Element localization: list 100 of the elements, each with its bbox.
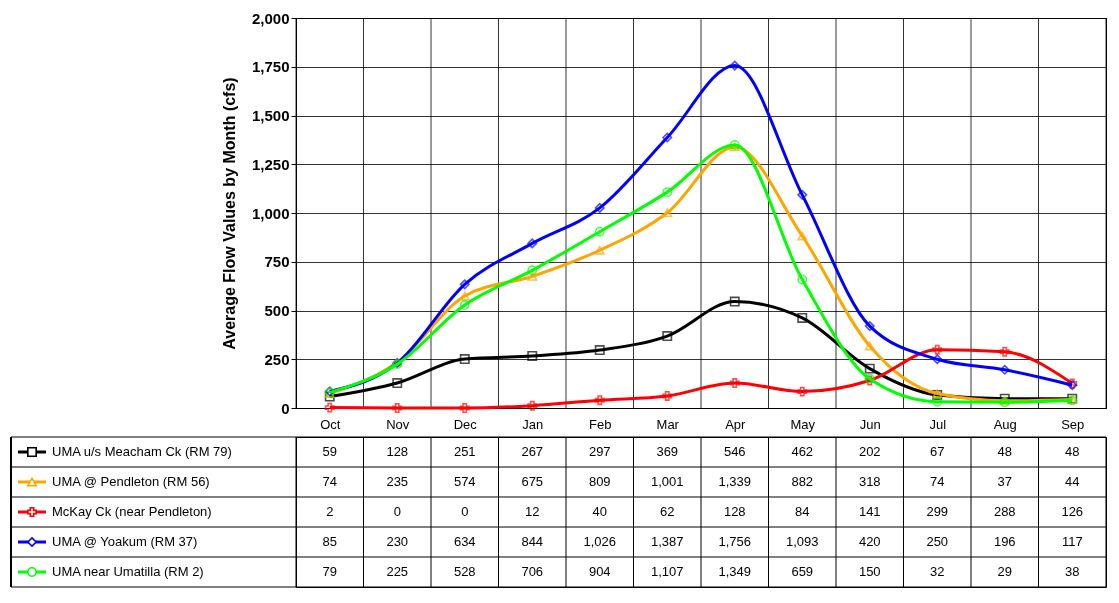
point bbox=[527, 238, 538, 249]
data-label: 40 bbox=[592, 504, 607, 519]
data-label: 74 bbox=[322, 474, 337, 489]
point bbox=[797, 312, 808, 323]
data-label: 1,349 bbox=[718, 564, 752, 579]
data-label: 37 bbox=[997, 474, 1012, 489]
data-label: 84 bbox=[795, 504, 810, 519]
data-label: 225 bbox=[386, 564, 409, 579]
data-label: 67 bbox=[930, 444, 945, 459]
point bbox=[527, 265, 538, 276]
point bbox=[459, 354, 470, 365]
y-tick-label: 750 bbox=[264, 253, 290, 271]
data-label: 1,387 bbox=[650, 534, 684, 549]
data-label: 196 bbox=[993, 534, 1016, 549]
data-label: 528 bbox=[453, 564, 476, 579]
point bbox=[527, 271, 538, 281]
point bbox=[392, 378, 403, 389]
legend-label: UMA @ Yoakum (RM 37) bbox=[52, 534, 198, 549]
point bbox=[864, 341, 875, 351]
data-label: 267 bbox=[521, 444, 544, 459]
data-label: 1,339 bbox=[718, 474, 752, 489]
data-label: 29 bbox=[997, 564, 1012, 579]
y-tick-label: 1,750 bbox=[251, 58, 290, 76]
legend-label: McKay Ck (near Pendleton) bbox=[52, 504, 212, 519]
data-label: 44 bbox=[1065, 474, 1080, 489]
y-tick-label: 1,500 bbox=[251, 107, 290, 124]
data-label: 59 bbox=[322, 444, 337, 459]
data-label: 62 bbox=[660, 504, 675, 519]
point bbox=[527, 350, 538, 361]
data-label: 844 bbox=[521, 534, 544, 549]
data-label: 318 bbox=[858, 474, 881, 489]
y-tick-label: 1,250 bbox=[251, 155, 290, 173]
data-label: 117 bbox=[1061, 534, 1083, 549]
x-tick-label: Aug bbox=[993, 416, 1017, 432]
point bbox=[797, 189, 808, 200]
data-label: 202 bbox=[858, 444, 881, 459]
data-label: 675 bbox=[521, 474, 544, 489]
data-label: 369 bbox=[656, 444, 679, 459]
x-tick-label: Oct bbox=[320, 416, 341, 432]
point bbox=[797, 386, 808, 397]
x-tick-label: Jun bbox=[859, 416, 881, 432]
point bbox=[594, 345, 605, 356]
x-tick-label: May bbox=[790, 416, 816, 432]
data-label: 235 bbox=[386, 474, 409, 489]
data-label: 420 bbox=[858, 534, 881, 549]
data-label: 38 bbox=[1065, 564, 1080, 579]
point bbox=[594, 226, 605, 237]
point bbox=[662, 187, 673, 198]
y-tick-label: 2,000 bbox=[251, 9, 290, 27]
point bbox=[864, 363, 875, 374]
point bbox=[392, 403, 403, 413]
data-label: 251 bbox=[453, 444, 476, 459]
data-label: 299 bbox=[926, 504, 949, 519]
data-label: 126 bbox=[1061, 504, 1084, 519]
data-label: 297 bbox=[588, 444, 611, 459]
point bbox=[999, 364, 1010, 375]
point bbox=[797, 274, 808, 285]
point bbox=[864, 321, 875, 332]
data-label: 150 bbox=[858, 564, 881, 579]
point bbox=[999, 346, 1010, 357]
data-label: 904 bbox=[588, 564, 611, 579]
data-label: 2 bbox=[326, 504, 334, 519]
data-label: 48 bbox=[997, 444, 1012, 459]
point bbox=[662, 390, 673, 401]
point bbox=[797, 231, 808, 241]
data-label: 128 bbox=[386, 444, 409, 459]
data-label: 574 bbox=[453, 474, 476, 489]
y-tick-label: 500 bbox=[264, 302, 290, 319]
point bbox=[729, 60, 740, 71]
legend-label: UMA @ Pendleton (RM 56) bbox=[52, 474, 210, 489]
data-label: 230 bbox=[386, 534, 409, 549]
x-tick-label: Jul bbox=[929, 416, 947, 432]
data-label: 85 bbox=[322, 534, 337, 549]
data-label: 1,756 bbox=[718, 534, 752, 549]
x-tick-label: Jan bbox=[522, 416, 544, 432]
point bbox=[594, 202, 605, 213]
data-label: 882 bbox=[791, 474, 814, 489]
point bbox=[729, 296, 740, 307]
point bbox=[662, 331, 673, 342]
y-tick-label: 250 bbox=[264, 350, 290, 368]
data-label: 48 bbox=[1065, 444, 1080, 459]
data-label: 128 bbox=[723, 504, 746, 519]
point bbox=[324, 402, 335, 413]
y-axis-title: Average Flow Values by Month (cfs) bbox=[220, 77, 238, 350]
point bbox=[932, 354, 943, 365]
point bbox=[459, 403, 470, 413]
data-label: 141 bbox=[858, 504, 881, 519]
x-tick-label: Apr bbox=[725, 416, 747, 432]
data-label: 288 bbox=[993, 504, 1016, 519]
point bbox=[459, 291, 470, 301]
point bbox=[932, 396, 943, 407]
data-label: 250 bbox=[926, 534, 949, 549]
data-label: 0 bbox=[393, 504, 401, 519]
point bbox=[594, 245, 605, 255]
point bbox=[932, 344, 943, 355]
x-tick-label: Mar bbox=[656, 416, 680, 432]
point bbox=[662, 208, 673, 218]
data-label: 706 bbox=[521, 564, 544, 579]
data-label: 659 bbox=[791, 564, 814, 579]
point bbox=[527, 400, 538, 411]
